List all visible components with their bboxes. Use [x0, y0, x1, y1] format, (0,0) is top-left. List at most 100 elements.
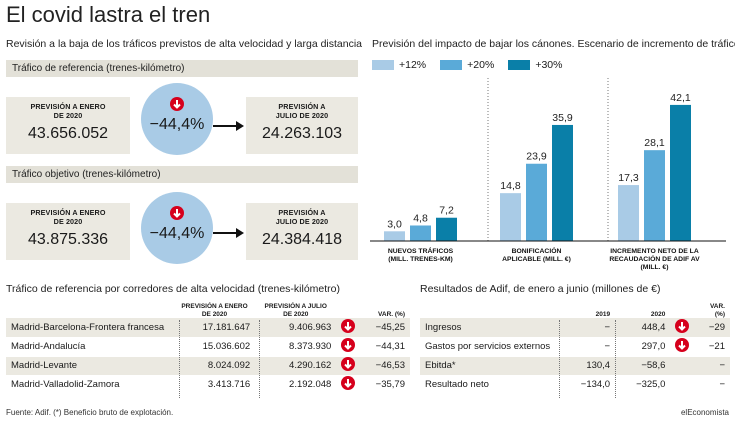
- corridor-icon-cell: [336, 337, 361, 357]
- bar-value-label: 23,9: [526, 151, 547, 163]
- legend-item-12: +12%: [372, 59, 426, 71]
- category-label: RECAUDACIÓN DE ADIF AV: [609, 254, 700, 263]
- category-label: APLICABLE (MILL. €): [502, 256, 571, 263]
- bar-value-label: 7,2: [439, 205, 454, 217]
- footer-source: Fuente: Adif. (*) Beneficio bruto de exp…: [6, 408, 174, 417]
- corridor-jul: 8.373.930: [255, 337, 337, 357]
- obj-jul-box: PREVISIÓN A JULIO DE 2020 24.384.418: [246, 203, 358, 260]
- bar: [552, 124, 573, 241]
- bar-value-label: 42,1: [670, 92, 691, 104]
- legend-label: +30%: [535, 59, 563, 71]
- ref-jul-label: PREVISIÓN A JULIO DE 2020: [275, 102, 329, 120]
- bar-chart: 3,0 4,8 7,2 NUEVOS TRÁFICOS(MILL. TRENES-KM…: [370, 78, 726, 271]
- corridor-icon-cell: [336, 356, 361, 376]
- corridors-header-var: VAR. (%): [360, 298, 410, 318]
- table-divider: [615, 320, 616, 398]
- table-divider: [559, 320, 560, 398]
- corridor-jan: 3.413.716: [173, 375, 256, 395]
- corridors-header-jan: PREVISIÓN A ENERO DE 2020: [174, 298, 255, 318]
- corridors-header-jul: PREVISIÓN A JULIO DE 2020: [255, 298, 336, 318]
- ref-arrow-line: [213, 125, 237, 127]
- adif-header-row: 2019 2020 VAR. (%): [420, 298, 730, 318]
- adif-2020: −325,0: [615, 375, 671, 395]
- header-var: VAR. (%): [709, 303, 725, 318]
- legend-item-30: +30%: [508, 59, 562, 71]
- adif-icon-cell: [670, 375, 695, 395]
- header-2019: 2019: [595, 310, 611, 318]
- ref-jan-box: PREVISIÓN A ENERO DE 2020 43.656.052: [6, 97, 130, 154]
- down-arrow-icon: [341, 338, 356, 352]
- category-label: (MILL. €): [641, 264, 669, 271]
- footer-brand: elEconomista: [680, 408, 729, 417]
- obj-jul-value: 24.384.418: [261, 231, 343, 248]
- adif-var: −29: [694, 318, 730, 338]
- ref-jul-value: 24.263.103: [261, 125, 343, 142]
- bar: [436, 217, 457, 241]
- legend-item-20: +20%: [440, 59, 494, 71]
- adif-header-2020: 2020: [615, 298, 670, 318]
- bar: [618, 185, 639, 241]
- table-row: Ingresos − 448,4 −29: [420, 318, 730, 338]
- adif-2020: 297,0: [615, 337, 671, 357]
- corridors-header-icon: [336, 298, 360, 318]
- corridor-jul: 4.290.162: [255, 356, 337, 376]
- table-row: Resultado neto −134,0 −325,0 −: [420, 375, 730, 395]
- obj-jan-box: PREVISIÓN A ENERO DE 2020 43.875.336: [6, 203, 130, 260]
- table-row: Gastos por servicios externos − 297,0 −2…: [420, 337, 730, 357]
- down-arrow-icon: [170, 97, 184, 111]
- bar-value-label: 4,8: [413, 212, 428, 224]
- bar: [500, 193, 521, 241]
- corridors-table: PREVISIÓN A ENERO DE 2020 PREVISIÓN A JU…: [6, 298, 410, 395]
- table-divider: [259, 320, 260, 398]
- bar: [384, 231, 405, 241]
- corridor-var: −45,25: [360, 318, 410, 338]
- table-divider: [179, 320, 180, 398]
- down-arrow-icon: [170, 206, 184, 220]
- obj-jan-value: 43.875.336: [27, 231, 109, 248]
- legend-label: +20%: [467, 59, 495, 71]
- legend-swatch: [440, 60, 463, 70]
- corridor-icon-cell: [336, 375, 361, 395]
- down-arrow-icon: [675, 338, 690, 352]
- down-arrow-icon: [341, 318, 356, 333]
- chart-title: Previsión del impacto de bajar los cánon…: [372, 38, 735, 50]
- corridor-name: Madrid-Valladolid-Zamora: [6, 375, 174, 395]
- adif-header-icon: [670, 298, 694, 318]
- table-row: Madrid-Levante 8.024.092 4.290.162 −46,5…: [6, 356, 410, 376]
- corridors-title: Tráfico de referencia por corredores de …: [6, 283, 341, 295]
- obj-arrow-line: [213, 232, 237, 234]
- left-subtitle: Revisión a la baja de los tráficos previ…: [6, 38, 363, 50]
- corridor-var: −35,79: [360, 375, 410, 395]
- adif-header-var: VAR. (%): [694, 298, 730, 318]
- corridor-var: −44,31: [360, 337, 410, 357]
- header-jul: PREVISIÓN A JULIO DE 2020: [264, 303, 327, 318]
- legend-swatch: [508, 60, 531, 70]
- chart-legend: +12% +20% +30%: [372, 59, 562, 71]
- obj-pct: −44,4%: [149, 225, 205, 242]
- adif-table: 2019 2020 VAR. (%) Ingresos − 448,4 −29 …: [420, 298, 730, 395]
- corridor-jan: 8.024.092: [173, 356, 256, 376]
- header-2020: 2020: [650, 310, 666, 318]
- corridor-jan: 17.181.647: [173, 318, 256, 338]
- bar-value-label: 35,9: [552, 112, 573, 124]
- corridor-jan: 15.036.602: [173, 337, 256, 357]
- corridor-name: Madrid-Barcelona-Frontera francesa: [6, 318, 174, 338]
- bar-value-label: 3,0: [387, 218, 402, 230]
- corridor-name: Madrid-Levante: [6, 356, 174, 376]
- bar: [410, 225, 431, 241]
- corridors-header-name: [6, 298, 174, 318]
- down-arrow-icon: [341, 357, 356, 371]
- adif-name: Ingresos: [420, 318, 560, 338]
- ref-arrow-icon: [236, 121, 244, 131]
- category-label: NUEVOS TRÁFICOS: [388, 246, 454, 255]
- table-row: Madrid-Barcelona-Frontera francesa 17.18…: [6, 318, 410, 338]
- table-row: Madrid-Valladolid-Zamora 3.413.716 2.192…: [6, 375, 410, 395]
- obj-arrow-icon: [236, 228, 244, 238]
- ref-header: Tráfico de referencia (trenes-kilómetro): [6, 60, 358, 77]
- adif-header-2019: 2019: [560, 298, 615, 318]
- adif-icon-cell: [670, 318, 695, 338]
- corridor-name: Madrid-Andalucía: [6, 337, 174, 357]
- bar-value-label: 14,8: [500, 180, 521, 192]
- table-row: Ebitda* 130,4 −58,6 −: [420, 356, 730, 376]
- ref-jan-label: PREVISIÓN A ENERO DE 2020: [30, 102, 106, 120]
